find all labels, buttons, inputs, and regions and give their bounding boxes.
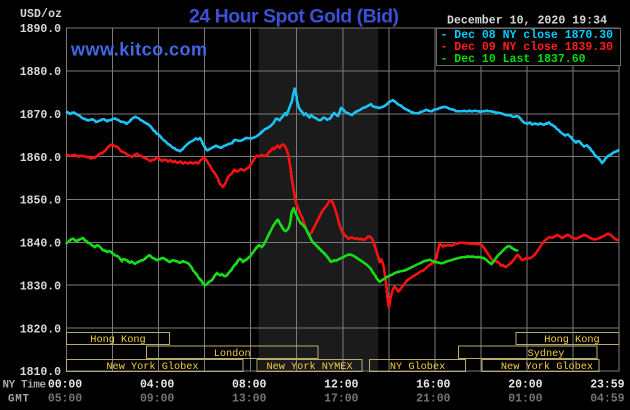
svg-text:1810.0: 1810.0 [20, 366, 61, 379]
svg-text:NY Time: NY Time [3, 379, 47, 391]
svg-text:New York Globex: New York Globex [106, 361, 198, 373]
svg-text:London: London [214, 348, 251, 360]
svg-text:16:00: 16:00 [416, 378, 450, 391]
svg-text:- Dec 10 Last 1837.60: - Dec 10 Last 1837.60 [441, 53, 586, 66]
svg-text:13:00: 13:00 [232, 393, 266, 406]
svg-text:04:59: 04:59 [590, 393, 624, 406]
svg-text:NY Globex: NY Globex [390, 361, 445, 373]
svg-text:09:00: 09:00 [140, 393, 174, 406]
svg-text:- Dec 08 NY close 1870.30: - Dec 08 NY close 1870.30 [441, 29, 614, 42]
svg-text:- Dec 09 NY close 1839.30: - Dec 09 NY close 1839.30 [441, 41, 614, 54]
svg-text:New York NYMEX: New York NYMEX [266, 361, 352, 373]
svg-text:1840.0: 1840.0 [20, 238, 61, 251]
svg-text:20:00: 20:00 [508, 378, 542, 391]
svg-text:Sydney: Sydney [528, 348, 565, 360]
svg-text:05:00: 05:00 [48, 393, 82, 406]
svg-text:GMT: GMT [8, 394, 30, 406]
svg-text:1870.0: 1870.0 [20, 109, 61, 122]
svg-text:1890.0: 1890.0 [20, 23, 61, 36]
svg-text:1850.0: 1850.0 [20, 195, 61, 208]
svg-text:1830.0: 1830.0 [20, 280, 61, 293]
svg-text:www.kitco.com: www.kitco.com [70, 40, 207, 60]
svg-text:21:00: 21:00 [416, 393, 450, 406]
svg-text:12:00: 12:00 [324, 378, 358, 391]
svg-text:00:00: 00:00 [48, 378, 82, 391]
svg-text:1860.0: 1860.0 [20, 152, 61, 165]
svg-text:1880.0: 1880.0 [20, 66, 61, 79]
svg-text:USD/oz: USD/oz [20, 8, 62, 21]
svg-text:01:00: 01:00 [508, 393, 542, 406]
svg-text:23:59: 23:59 [590, 378, 624, 391]
svg-text:December 10, 2020 19:34: December 10, 2020 19:34 [447, 14, 607, 27]
svg-text:Hong Kong: Hong Kong [544, 334, 599, 346]
svg-text:24 Hour Spot Gold (Bid): 24 Hour Spot Gold (Bid) [189, 6, 399, 28]
svg-text:Hong Kong: Hong Kong [90, 334, 145, 346]
svg-text:04:00: 04:00 [140, 378, 174, 391]
svg-text:1820.0: 1820.0 [20, 323, 61, 336]
svg-text:17:00: 17:00 [324, 393, 358, 406]
svg-text:New York Globex: New York Globex [501, 361, 593, 373]
svg-text:08:00: 08:00 [232, 378, 266, 391]
